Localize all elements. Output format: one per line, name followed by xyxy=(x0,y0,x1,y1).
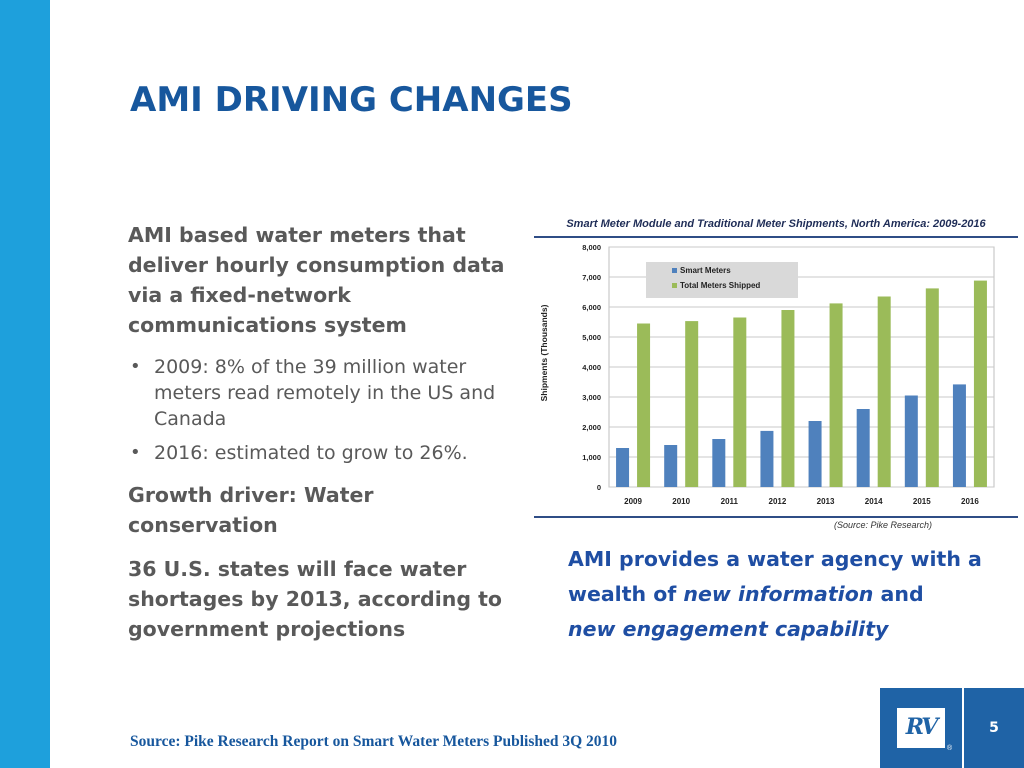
x-tick-label: 2015 xyxy=(913,497,931,506)
x-tick-label: 2013 xyxy=(817,497,835,506)
bar-smart-meters xyxy=(664,445,678,487)
footer-source: Source: Pike Research Report on Smart Wa… xyxy=(130,733,618,750)
logo-text: RV xyxy=(905,714,939,740)
bullet-item: 2009: 8% of the 39 million water meters … xyxy=(128,354,520,432)
bar-smart-meters xyxy=(856,409,870,487)
y-tick-label: 5,000 xyxy=(582,333,601,342)
y-tick-label: 6,000 xyxy=(582,303,601,312)
bar-total-meters-shipped xyxy=(877,296,891,487)
callout-emphasis-1: new information xyxy=(683,582,874,606)
bar-smart-meters xyxy=(808,421,822,487)
bar-total-meters-shipped xyxy=(637,323,651,487)
left-text-column: AMI based water meters that deliver hour… xyxy=(128,220,520,658)
chart-top-rule xyxy=(534,236,1018,238)
legend-label: Smart Meters xyxy=(680,266,731,275)
bar-total-meters-shipped xyxy=(829,303,843,487)
legend-swatch xyxy=(672,283,677,288)
y-tick-label: 2,000 xyxy=(582,423,601,432)
registered-mark: ® xyxy=(947,745,953,752)
slide-title: AMI DRIVING CHANGES xyxy=(130,80,573,120)
chart-svg: 0 1,000 2,000 3,000 4,000 5,000 6,000 7,000 8,00… xyxy=(582,243,995,506)
x-tick-label: 2010 xyxy=(672,497,690,506)
intro-text: AMI based water meters that deliver hour… xyxy=(128,223,505,337)
x-tick-label: 2012 xyxy=(769,497,787,506)
y-tick-label: 4,000 xyxy=(582,363,601,372)
bar-smart-meters xyxy=(712,439,726,487)
x-tick-label: 2009 xyxy=(624,497,642,506)
x-tick-label: 2014 xyxy=(865,497,883,506)
chart-container: Smart Meter Module and Traditional Meter… xyxy=(534,210,1018,535)
bar-smart-meters xyxy=(952,384,966,487)
company-logo: RV ® xyxy=(880,688,962,768)
chart-bottom-rule xyxy=(534,516,1018,518)
bullet-item: 2016: estimated to grow to 26%. xyxy=(128,440,520,466)
left-accent-bar xyxy=(0,0,50,768)
callout-part-1: AMI provides a water agency with a wealt… xyxy=(568,547,982,606)
bar-total-meters-shipped xyxy=(973,280,987,487)
states-text: 36 U.S. states will face water shortages… xyxy=(128,557,503,641)
legend-box xyxy=(646,262,798,298)
bar-smart-meters xyxy=(616,448,630,487)
bar-smart-meters xyxy=(760,430,774,487)
x-tick-label: 2011 xyxy=(721,497,739,506)
legend-swatch xyxy=(672,268,677,273)
callout-emphasis-2: new engagement capability xyxy=(568,617,889,641)
growth-driver-text: Growth driver: Water conservation xyxy=(128,483,374,537)
bar-total-meters-shipped xyxy=(733,317,747,487)
chart-y-axis-label: Shipments (Thousands) xyxy=(539,304,549,402)
y-tick-label: 7,000 xyxy=(582,273,601,282)
bar-total-meters-shipped xyxy=(925,288,939,487)
bar-total-meters-shipped xyxy=(781,310,795,487)
legend-label: Total Meters Shipped xyxy=(680,281,760,290)
y-tick-label: 3,000 xyxy=(582,393,601,402)
callout-part-2: and xyxy=(873,582,924,606)
bar-smart-meters xyxy=(904,395,918,487)
page-number-box: 5 xyxy=(964,688,1024,768)
y-tick-label: 0 xyxy=(597,483,601,492)
callout-text: AMI provides a water agency with a wealt… xyxy=(568,542,988,647)
bullet-list: 2009: 8% of the 39 million water meters … xyxy=(128,354,520,466)
logo-tile: RV xyxy=(897,708,945,748)
y-tick-label: 1,000 xyxy=(582,453,601,462)
chart-source: (Source: Pike Research) xyxy=(834,520,933,530)
bar-total-meters-shipped xyxy=(685,321,699,487)
x-tick-label: 2016 xyxy=(961,497,979,506)
chart-title: Smart Meter Module and Traditional Meter… xyxy=(566,218,986,230)
page-number: 5 xyxy=(989,720,999,736)
y-tick-label: 8,000 xyxy=(582,243,601,252)
